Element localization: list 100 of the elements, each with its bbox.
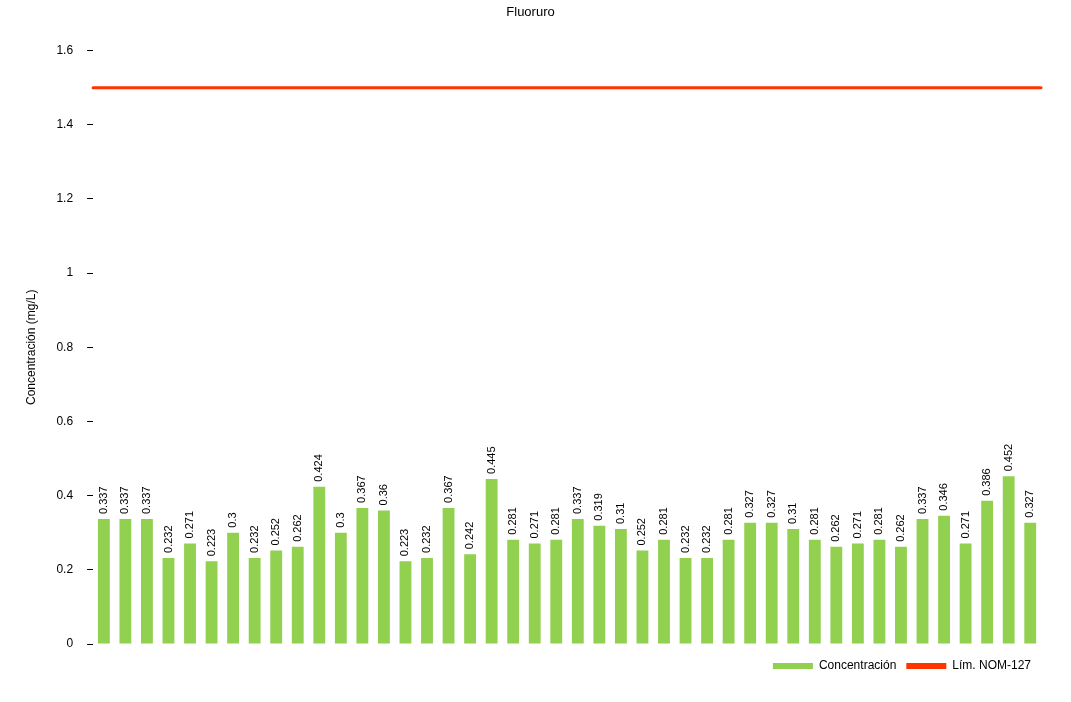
bar: [421, 557, 433, 644]
bar: [959, 543, 972, 644]
y-tick-label: 0.6: [56, 413, 74, 428]
bar: [528, 543, 541, 644]
data-label: 0.232: [161, 525, 174, 553]
y-tick-label: 1.2: [56, 191, 74, 206]
data-label: 0.445: [484, 446, 497, 474]
bar: [399, 561, 412, 644]
bar: [550, 539, 563, 644]
data-label: 0.281: [549, 507, 562, 535]
data-label: 0.262: [894, 514, 906, 542]
chart-title: Fluoruro: [506, 4, 555, 20]
data-label: 0.242: [463, 521, 476, 550]
bar: [981, 500, 994, 644]
bar: [571, 519, 584, 644]
bar: [895, 546, 907, 644]
data-label: 0.262: [290, 514, 303, 542]
y-tick-label: 1.6: [56, 42, 74, 57]
y-tick-label: 0: [66, 636, 74, 651]
bar: [334, 532, 347, 644]
data-label: 0.337: [139, 486, 152, 515]
legend-label: Lím. NOM-127: [952, 658, 1032, 673]
data-label: 0.31: [613, 502, 626, 525]
bar: [464, 554, 477, 644]
bar: [270, 550, 283, 644]
bar: [141, 519, 153, 644]
bar: [938, 515, 950, 644]
bar: [658, 539, 670, 644]
data-label: 0.232: [700, 525, 713, 553]
legend-label: Concentración: [818, 658, 897, 673]
data-label: 0.327: [764, 490, 777, 518]
data-label: 0.232: [678, 525, 691, 553]
bar: [701, 557, 713, 644]
data-label: 0.386: [980, 468, 993, 496]
data-label: 0.367: [441, 475, 454, 503]
data-label: 0.424: [312, 454, 325, 482]
data-label: 0.281: [657, 507, 670, 535]
y-tick-label: 0.8: [56, 339, 74, 354]
bar: [808, 539, 821, 644]
bar: [916, 519, 929, 644]
bar: [679, 557, 692, 644]
data-label: 0.327: [743, 490, 756, 518]
data-label: 0.281: [721, 507, 734, 535]
data-label: 0.281: [807, 507, 820, 535]
data-label: 0.232: [247, 525, 260, 553]
data-label: 0.346: [937, 483, 950, 511]
bar: [787, 529, 800, 644]
bar: [722, 539, 735, 644]
data-label: 0.223: [398, 528, 411, 557]
bar: [1002, 476, 1015, 644]
bar: [248, 557, 261, 644]
bar: [593, 525, 606, 644]
y-tick-label: 0.2: [56, 562, 74, 577]
bar: [1024, 522, 1037, 644]
bar: [485, 478, 498, 644]
data-label: 0.223: [204, 528, 217, 557]
data-label: 0.337: [118, 486, 131, 515]
y-tick-label: 0.4: [56, 487, 74, 502]
bar: [184, 543, 196, 644]
data-label: 0.3: [226, 512, 239, 528]
y-tick-label: 1: [66, 265, 74, 280]
data-label: 0.31: [786, 502, 799, 525]
data-label: 0.271: [527, 510, 540, 539]
bar: [97, 519, 110, 644]
data-label: 0.337: [96, 486, 109, 515]
bar: [291, 546, 304, 644]
data-label: 0.232: [420, 525, 433, 553]
y-tick-label: 1.4: [56, 117, 74, 132]
bar: [614, 529, 627, 644]
y-axis-title: Concentración (mg/L): [23, 289, 38, 405]
data-label: 0.281: [506, 507, 519, 535]
bar: [313, 486, 326, 644]
data-label: 0.3: [333, 512, 346, 528]
data-label: 0.271: [958, 510, 971, 539]
data-label: 0.252: [635, 518, 648, 546]
bar: [765, 522, 778, 644]
data-label: 0.271: [183, 510, 196, 539]
bar: [356, 507, 369, 644]
data-label: 0.281: [872, 507, 885, 535]
data-label: 0.262: [829, 514, 842, 542]
bar: [636, 550, 649, 644]
data-label: 0.271: [850, 510, 863, 539]
bar: [873, 539, 886, 644]
bar: [119, 519, 132, 644]
data-label: 0.319: [592, 493, 605, 521]
data-label: 0.252: [269, 518, 282, 546]
bar: [227, 532, 240, 644]
bar: [851, 543, 864, 644]
data-label: 0.327: [1023, 490, 1036, 518]
bar: [442, 507, 455, 644]
data-label: 0.452: [1001, 443, 1014, 472]
data-label: 0.36: [376, 484, 389, 506]
bar: [830, 546, 843, 644]
bar: [507, 539, 520, 644]
data-label: 0.367: [355, 475, 368, 503]
bar: [205, 561, 218, 644]
bar: [378, 510, 390, 644]
data-label: 0.337: [570, 486, 583, 515]
bar: [162, 557, 175, 644]
bar: [744, 522, 757, 644]
